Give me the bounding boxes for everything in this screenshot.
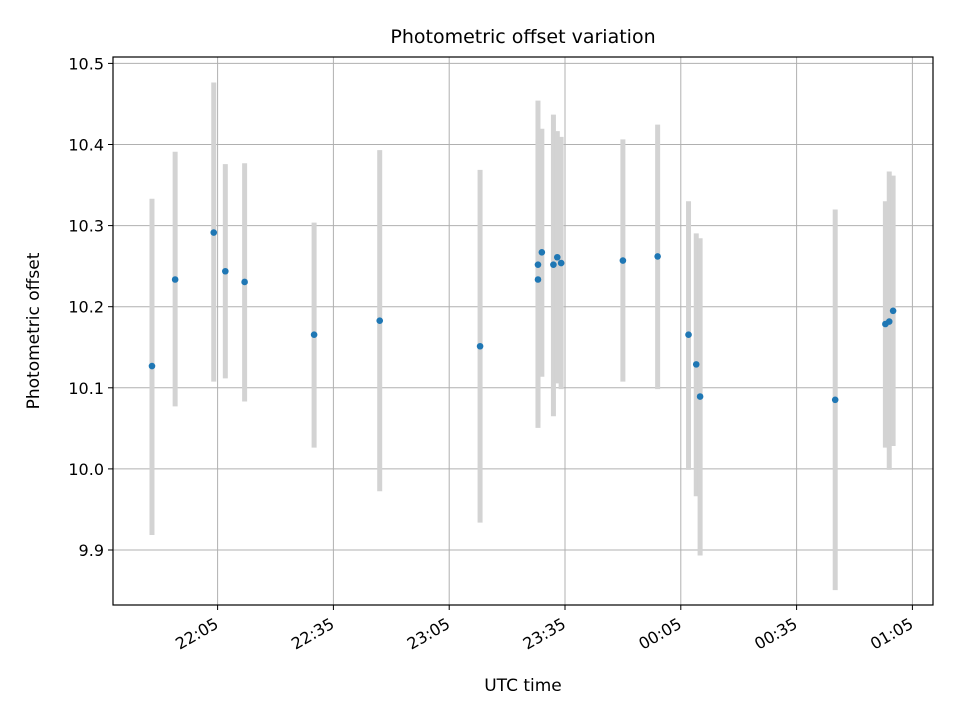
data-point (696, 393, 704, 400)
y-tick-label: 10.3 (68, 217, 104, 236)
data-point (241, 278, 248, 286)
data-point (885, 318, 893, 325)
data-point (534, 261, 542, 268)
data-point (222, 267, 229, 275)
y-tick-label: 10.0 (68, 460, 104, 479)
y-tick-label: 9.9 (79, 541, 104, 560)
data-point (692, 361, 700, 368)
data-point (376, 317, 384, 324)
data-point (889, 307, 897, 315)
grid (113, 57, 933, 605)
data-point (685, 331, 692, 339)
axes-frame (112, 56, 934, 606)
data-point (148, 362, 156, 370)
data-point (550, 261, 557, 268)
data-points (148, 229, 897, 404)
data-point (619, 257, 627, 264)
plot-area (113, 57, 933, 605)
y-tick-label: 10.2 (68, 298, 104, 317)
data-point (171, 276, 179, 283)
data-point (476, 342, 484, 350)
x-axis-label: UTC time (484, 676, 562, 696)
data-point (557, 259, 565, 267)
data-point (831, 396, 839, 404)
data-point (654, 253, 661, 260)
y-axis-ticks: 9.9 10.0 10.1 10.2 10.3 10.4 10.5 (68, 54, 113, 560)
data-point (553, 253, 561, 261)
data-point (310, 331, 318, 339)
data-point (538, 249, 546, 256)
chart-title: Photometric offset variation (390, 26, 655, 48)
y-axis-label: Photometric offset (24, 252, 44, 409)
y-tick-label: 10.1 (68, 379, 104, 398)
y-tick-label: 10.4 (68, 136, 104, 155)
data-point (210, 229, 218, 236)
data-point (534, 276, 542, 283)
y-tick-label: 10.5 (68, 54, 104, 73)
